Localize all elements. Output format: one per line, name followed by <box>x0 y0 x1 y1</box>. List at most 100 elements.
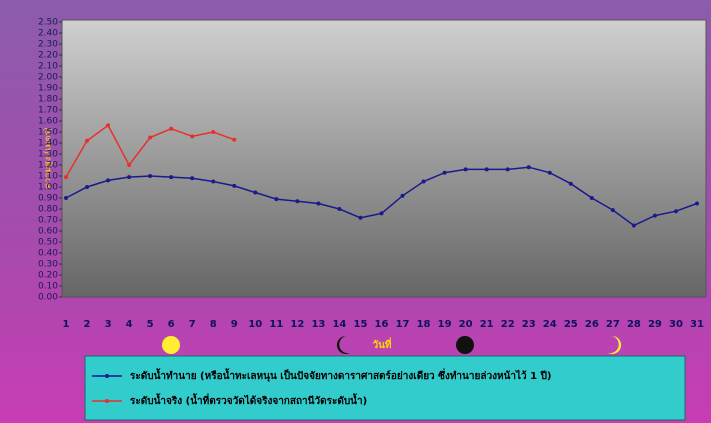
y-axis-label: ความสูง (เมตร) <box>44 127 54 189</box>
x-tick-label: 14 <box>332 319 346 330</box>
data-point <box>127 163 132 167</box>
data-point <box>673 209 678 214</box>
data-point <box>190 176 195 181</box>
y-tick-label: 1.20 <box>38 161 58 171</box>
data-point <box>484 167 489 172</box>
data-point <box>169 126 174 131</box>
data-point <box>316 201 321 206</box>
data-point <box>274 197 279 202</box>
y-tick-label: 1.10 <box>38 172 58 182</box>
x-tick-label: 1 <box>63 319 70 330</box>
x-tick-label: 22 <box>501 319 515 330</box>
data-point <box>337 207 342 211</box>
data-point <box>652 213 657 218</box>
x-tick-label: 2 <box>84 319 91 330</box>
x-tick-label: 4 <box>126 319 133 330</box>
x-axis-label: วันที่ <box>372 337 391 351</box>
data-point <box>169 175 174 180</box>
x-tick-label: 29 <box>648 319 662 330</box>
data-point <box>211 179 216 184</box>
data-point <box>442 170 447 175</box>
data-point <box>127 175 132 180</box>
data-point <box>568 181 573 186</box>
x-tick-label: 18 <box>417 319 431 330</box>
y-tick-label: 2.00 <box>38 73 58 83</box>
y-tick-label: 0.70 <box>38 216 58 226</box>
x-tick-label: 21 <box>480 319 494 330</box>
y-tick-label: 0.20 <box>38 271 58 281</box>
x-tick-label: 8 <box>210 319 217 330</box>
data-point <box>610 208 615 213</box>
data-point <box>253 190 258 195</box>
x-tick-label: 3 <box>105 319 112 330</box>
y-tick-label: 0.00 <box>38 293 58 303</box>
y-tick-label: 1.40 <box>38 139 58 149</box>
quarter-moon-icon <box>608 335 622 354</box>
legend-label: ระดับน้ำจริง (น้ำที่ตรวจวัดได้จริงจากสถา… <box>130 393 367 407</box>
y-tick-label: 0.10 <box>38 282 58 292</box>
data-point <box>106 178 111 183</box>
data-point <box>505 167 510 172</box>
data-point <box>64 196 68 200</box>
data-point <box>463 167 468 172</box>
legend <box>84 355 686 421</box>
x-tick-label: 31 <box>690 319 704 330</box>
x-tick-label: 26 <box>585 319 599 330</box>
data-point <box>400 193 405 198</box>
y-tick-label: 2.50 <box>38 18 58 28</box>
x-tick-label: 17 <box>396 319 410 330</box>
y-tick-label: 1.70 <box>38 106 58 116</box>
x-tick-label: 16 <box>375 319 389 330</box>
full-moon-icon <box>162 336 180 354</box>
y-tick-label: 1.00 <box>38 183 58 193</box>
legend-marker <box>105 399 109 403</box>
y-tick-label: 0.50 <box>38 238 58 248</box>
y-tick-label: 0.30 <box>38 260 58 270</box>
data-point <box>106 123 111 128</box>
y-tick-label: 2.10 <box>38 62 58 72</box>
data-point <box>589 196 594 200</box>
data-point <box>85 138 90 143</box>
data-point <box>421 179 426 184</box>
x-tick-label: 28 <box>627 319 641 330</box>
x-tick-label: 30 <box>669 319 683 330</box>
data-point <box>64 175 68 180</box>
y-tick-label: 1.30 <box>38 150 58 160</box>
x-tick-label: 9 <box>231 319 238 330</box>
x-tick-label: 23 <box>522 319 536 330</box>
x-tick-label: 27 <box>606 319 620 330</box>
data-point <box>295 199 300 204</box>
y-tick-label: 0.80 <box>38 205 58 215</box>
data-point <box>695 201 699 206</box>
x-tick-label: 5 <box>147 319 154 330</box>
y-tick-label: 0.60 <box>38 227 58 237</box>
quarter-moon-icon <box>336 335 350 354</box>
x-tick-label: 7 <box>189 319 196 330</box>
new-moon-icon <box>456 336 474 354</box>
x-tick-label: 20 <box>459 319 473 330</box>
data-point <box>526 165 531 170</box>
plot-area <box>61 19 707 298</box>
data-point <box>232 183 237 188</box>
legend-label: ระดับน้ำทำนาย (หรือน้ำทะเลหนุน เป็นปัจจั… <box>130 368 552 382</box>
x-tick-label: 12 <box>290 319 304 330</box>
y-tick-label: 1.90 <box>38 84 58 94</box>
data-point <box>211 130 216 134</box>
x-tick-label: 11 <box>269 319 283 330</box>
x-tick-label: 13 <box>311 319 325 330</box>
y-tick-label: 0.90 <box>38 194 58 204</box>
x-tick-label: 25 <box>564 319 578 330</box>
data-point <box>358 215 363 220</box>
x-tick-label: 15 <box>354 319 368 330</box>
data-point <box>631 223 636 228</box>
x-tick-label: 24 <box>543 319 557 330</box>
data-point <box>232 137 237 142</box>
y-tick-label: 2.30 <box>38 40 58 50</box>
y-tick-label: 0.40 <box>38 249 58 259</box>
data-point <box>85 185 90 189</box>
y-tick-label: 1.60 <box>38 117 58 127</box>
x-tick-label: 6 <box>168 319 175 330</box>
data-point <box>148 174 153 178</box>
legend-marker <box>105 374 109 378</box>
